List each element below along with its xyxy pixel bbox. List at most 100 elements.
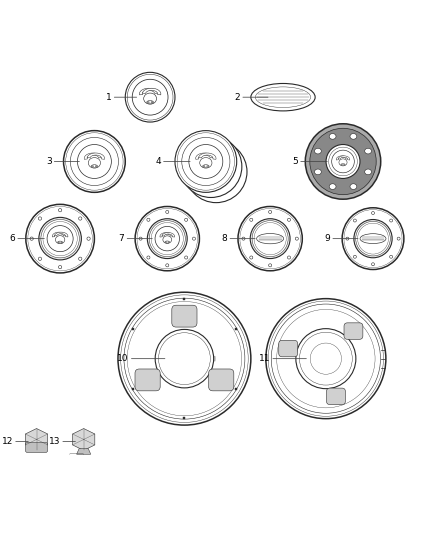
Circle shape: [397, 237, 400, 240]
Ellipse shape: [163, 236, 172, 244]
Polygon shape: [54, 232, 68, 237]
Circle shape: [87, 237, 90, 240]
Ellipse shape: [92, 166, 94, 167]
Ellipse shape: [365, 148, 371, 154]
Circle shape: [58, 265, 62, 269]
Circle shape: [250, 256, 253, 259]
Ellipse shape: [147, 101, 154, 104]
Text: 1: 1: [106, 93, 137, 102]
Circle shape: [371, 263, 374, 266]
Text: 10: 10: [117, 354, 165, 363]
Circle shape: [305, 124, 381, 199]
Circle shape: [184, 218, 187, 221]
Text: 3: 3: [46, 157, 79, 166]
Circle shape: [356, 221, 390, 256]
Polygon shape: [336, 156, 348, 160]
Circle shape: [184, 256, 187, 259]
Circle shape: [175, 131, 237, 192]
Polygon shape: [25, 429, 48, 450]
Polygon shape: [338, 156, 350, 160]
Circle shape: [185, 141, 247, 203]
FancyBboxPatch shape: [172, 305, 197, 327]
Polygon shape: [198, 153, 216, 159]
Circle shape: [125, 72, 175, 122]
Circle shape: [58, 208, 62, 212]
Circle shape: [26, 204, 95, 273]
Ellipse shape: [165, 241, 170, 243]
Ellipse shape: [58, 242, 60, 243]
Circle shape: [39, 217, 81, 260]
Ellipse shape: [56, 236, 65, 244]
Polygon shape: [84, 153, 102, 159]
Polygon shape: [52, 232, 66, 237]
Text: 13: 13: [49, 437, 75, 446]
Ellipse shape: [144, 93, 156, 104]
Ellipse shape: [95, 166, 97, 167]
Ellipse shape: [207, 166, 208, 167]
Circle shape: [242, 237, 245, 240]
Circle shape: [371, 212, 374, 214]
Circle shape: [287, 256, 290, 259]
Circle shape: [64, 131, 125, 192]
Polygon shape: [77, 448, 91, 454]
Text: 8: 8: [222, 234, 255, 243]
Text: 6: 6: [9, 234, 44, 243]
Polygon shape: [139, 88, 158, 95]
Circle shape: [326, 144, 360, 179]
Circle shape: [41, 220, 79, 258]
Text: 12: 12: [2, 437, 28, 446]
Circle shape: [250, 219, 290, 259]
Circle shape: [78, 257, 82, 261]
Ellipse shape: [350, 134, 357, 139]
Ellipse shape: [365, 169, 371, 175]
Polygon shape: [196, 153, 213, 159]
Ellipse shape: [329, 134, 336, 139]
Text: 9: 9: [325, 234, 358, 243]
Circle shape: [354, 220, 392, 258]
Ellipse shape: [341, 164, 345, 166]
Ellipse shape: [91, 165, 98, 168]
Text: 5: 5: [292, 157, 327, 166]
Text: 11: 11: [259, 354, 306, 363]
Circle shape: [135, 206, 199, 271]
Circle shape: [346, 237, 349, 240]
Circle shape: [149, 221, 185, 257]
Circle shape: [39, 257, 42, 261]
Ellipse shape: [58, 241, 63, 244]
Circle shape: [78, 217, 82, 220]
Ellipse shape: [203, 165, 209, 168]
Ellipse shape: [251, 84, 315, 111]
Ellipse shape: [61, 242, 62, 243]
Circle shape: [238, 206, 302, 271]
Polygon shape: [160, 232, 173, 237]
Circle shape: [155, 329, 214, 388]
Circle shape: [147, 218, 150, 221]
Text: 4: 4: [155, 157, 190, 166]
Ellipse shape: [200, 158, 212, 168]
Circle shape: [250, 218, 253, 221]
Ellipse shape: [339, 159, 347, 166]
FancyBboxPatch shape: [135, 369, 160, 391]
Text: 2: 2: [234, 93, 268, 102]
Circle shape: [287, 218, 290, 221]
Ellipse shape: [314, 148, 321, 154]
Circle shape: [310, 128, 376, 195]
Circle shape: [295, 237, 298, 240]
Circle shape: [192, 237, 195, 240]
Ellipse shape: [88, 158, 100, 168]
Circle shape: [166, 211, 169, 214]
Ellipse shape: [329, 184, 336, 189]
Ellipse shape: [257, 233, 284, 244]
FancyBboxPatch shape: [25, 442, 48, 453]
Polygon shape: [73, 429, 95, 450]
Circle shape: [30, 237, 33, 240]
Ellipse shape: [168, 241, 169, 243]
Circle shape: [296, 329, 356, 389]
FancyBboxPatch shape: [208, 369, 234, 391]
Ellipse shape: [350, 184, 357, 189]
Ellipse shape: [341, 164, 343, 165]
Circle shape: [390, 255, 392, 258]
FancyBboxPatch shape: [344, 323, 363, 340]
Ellipse shape: [343, 164, 345, 165]
Circle shape: [390, 219, 392, 222]
